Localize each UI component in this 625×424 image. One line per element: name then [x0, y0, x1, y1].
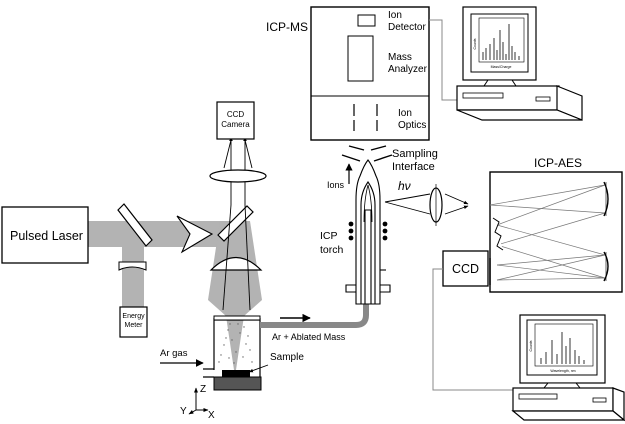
- ms-ylabel: Counts: [473, 38, 477, 49]
- focusing-lens: [209, 256, 263, 271]
- mass-analyzer-label-2: Analyzer: [388, 64, 428, 75]
- aes-xlabel: Wavelength, nm: [550, 369, 575, 373]
- energy-meter-label-1: Energy: [122, 313, 145, 320]
- pulsed-laser: Pulsed Laser: [1, 206, 89, 264]
- ms-computer: Mass/Charge Counts: [456, 6, 583, 121]
- icp-aes-label: ICP-AES: [534, 156, 582, 170]
- camera-lens: [209, 169, 267, 183]
- aes-ccd: CCD: [442, 250, 489, 287]
- ion-detector-label-2: Detector: [388, 22, 426, 33]
- sample-block: [222, 370, 250, 377]
- sampling-interface-label-2: Interface: [392, 161, 435, 173]
- axis-y-label: Y: [180, 406, 187, 417]
- icp-torch: [345, 159, 391, 305]
- icp-ms: Ion Detector Mass Analyzer Ion Optics: [310, 6, 430, 141]
- transfer-tube: [260, 295, 369, 328]
- ion-optics-label-2: Optics: [398, 120, 426, 131]
- ions-label: Ions: [327, 180, 345, 190]
- ms-xlabel: Mass/Charge: [491, 65, 512, 69]
- aes-computer: Wavelength, nm Counts: [511, 314, 625, 422]
- pulsed-laser-label: Pulsed Laser: [10, 229, 83, 243]
- icp-aes: [489, 171, 623, 293]
- ccd-camera: CCD Camera: [216, 101, 255, 140]
- beam-prism: [176, 215, 214, 254]
- hv-label: hν: [398, 179, 411, 193]
- torch-coil: [348, 221, 388, 241]
- aes-pc-cable: [432, 268, 513, 391]
- aes-ylabel: Counts: [529, 340, 533, 351]
- icp-torch-label-2: torch: [320, 244, 344, 256]
- ccd-label: CCD: [452, 262, 479, 276]
- sample-leader: [248, 364, 269, 373]
- beam-splitter-2: [217, 205, 254, 242]
- ablation-plume: [218, 323, 253, 364]
- sample-label: Sample: [270, 352, 304, 363]
- icp-torch-label-1: ICP: [320, 230, 338, 242]
- axis-z-label: Z: [200, 384, 206, 395]
- mass-analyzer-label-1: Mass: [388, 52, 412, 63]
- ccd-camera-label-2: Camera: [221, 120, 250, 129]
- energy-meter-label-2: Meter: [125, 322, 144, 329]
- ion-optics-label-1: Ion: [398, 108, 412, 119]
- sampling-interface-label-1: Sampling: [392, 148, 438, 160]
- ar-gas-label: Ar gas: [160, 348, 188, 359]
- ion-detector-label-1: Ion: [388, 10, 402, 21]
- ar-ablated-label: Ar + Ablated Mass: [272, 332, 346, 342]
- coordinate-axes: [188, 387, 209, 415]
- attenuator-lens: [118, 261, 147, 271]
- emission-optics: [384, 193, 469, 215]
- icp-ms-label: ICP-MS: [266, 20, 308, 34]
- energy-meter: Energy Meter: [119, 306, 148, 338]
- axis-x-label: X: [208, 410, 215, 421]
- sampling-interface: [341, 145, 393, 162]
- beam-splitter-1: [117, 203, 153, 247]
- ccd-camera-label-1: CCD: [227, 110, 245, 119]
- sample-stage: [213, 376, 262, 391]
- ms-pc-cable: [429, 19, 457, 101]
